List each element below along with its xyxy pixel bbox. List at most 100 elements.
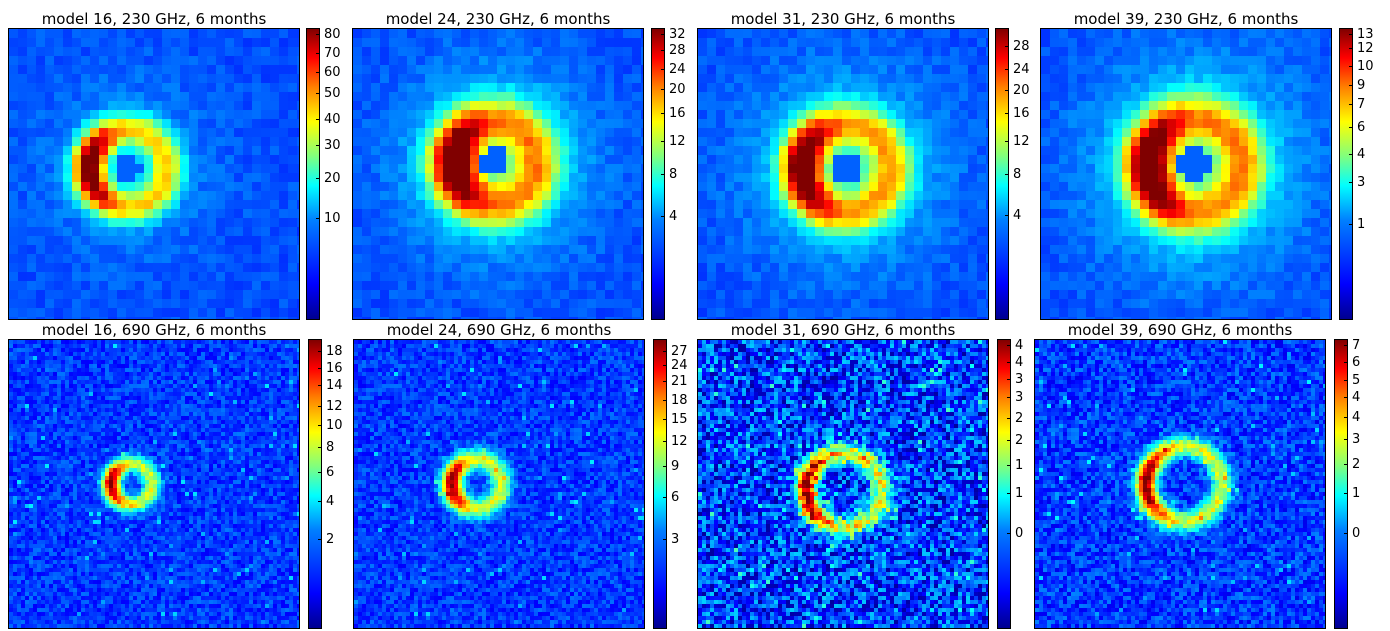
heatmap-cell <box>189 56 199 66</box>
heatmap-cell <box>896 281 906 291</box>
heatmap-cell <box>81 128 91 138</box>
heatmap-cell <box>45 348 50 353</box>
heatmap-cell <box>1050 227 1060 237</box>
heatmap-cell <box>234 128 244 138</box>
heatmap-cell <box>1122 92 1132 102</box>
heatmap-cell <box>623 281 633 291</box>
heatmap-cell <box>596 182 606 192</box>
heatmap-cell <box>1311 65 1321 75</box>
heatmap-cell <box>243 218 253 228</box>
heatmap-cell <box>770 173 780 183</box>
heatmap-cell <box>169 368 174 373</box>
heatmap-cell <box>797 200 807 210</box>
heatmap-cell <box>1059 281 1069 291</box>
heatmap-cell <box>623 164 633 174</box>
heatmap-cell <box>1041 209 1051 219</box>
heatmap-cell <box>551 308 561 318</box>
heatmap-cell <box>1149 245 1159 255</box>
heatmap-cell <box>1284 47 1294 57</box>
heatmap-cell <box>180 182 190 192</box>
heatmap-cell <box>135 218 145 228</box>
heatmap-cell <box>25 364 30 369</box>
heatmap-cell <box>81 272 91 282</box>
heatmap-cell <box>698 272 708 282</box>
heatmap-cell <box>63 263 73 273</box>
heatmap-cell <box>434 74 444 84</box>
heatmap-cell <box>281 368 286 373</box>
heatmap-cell <box>788 281 798 291</box>
heatmap-cell <box>452 182 462 192</box>
heatmap-cell <box>605 29 615 39</box>
heatmap-cell <box>234 281 244 291</box>
heatmap-cell <box>923 182 933 192</box>
heatmap-cell <box>707 236 717 246</box>
heatmap-cell <box>72 281 82 291</box>
heatmap-cell <box>560 254 570 264</box>
heatmap-cell <box>144 155 154 165</box>
heatmap-cell <box>878 182 888 192</box>
heatmap-cell <box>515 56 525 66</box>
heatmap-cell <box>69 352 74 357</box>
heatmap-cell <box>9 173 19 183</box>
heatmap-cell <box>497 164 507 174</box>
heatmap-cell <box>641 56 643 66</box>
heatmap-cell <box>269 348 274 353</box>
heatmap-cell <box>1320 254 1330 264</box>
heatmap-cell <box>234 209 244 219</box>
heatmap-cell <box>121 348 126 353</box>
heatmap-cell <box>569 173 579 183</box>
heatmap-cell <box>1194 65 1204 75</box>
heatmap-cell <box>524 83 534 93</box>
heatmap-cell <box>1203 308 1213 318</box>
heatmap-cell <box>443 74 453 84</box>
heatmap-cell <box>99 65 109 75</box>
heatmap-cell <box>380 218 390 228</box>
heatmap-cell <box>815 308 825 318</box>
heatmap-cell <box>914 56 924 66</box>
heatmap-cell <box>185 368 190 373</box>
heatmap-cell <box>1167 47 1177 57</box>
heatmap-cell <box>1077 317 1087 319</box>
heatmap-cell <box>18 191 28 201</box>
heatmap-cell <box>93 372 98 377</box>
heatmap-cell <box>144 128 154 138</box>
heatmap-cell <box>99 299 109 309</box>
heatmap-cell <box>614 200 624 210</box>
heatmap-cell <box>569 236 579 246</box>
heatmap-cell <box>180 254 190 264</box>
heatmap-cell <box>1041 290 1051 300</box>
heatmap-cell <box>878 92 888 102</box>
heatmap-cell <box>129 368 134 373</box>
heatmap-cell <box>252 173 262 183</box>
heatmap-cell <box>542 47 552 57</box>
heatmap-cell <box>63 119 73 129</box>
heatmap-cell <box>1302 110 1312 120</box>
heatmap-cell <box>578 83 588 93</box>
heatmap-cell <box>198 47 208 57</box>
heatmap-cell <box>896 182 906 192</box>
heatmap-cell <box>126 146 136 156</box>
heatmap-cell <box>506 74 516 84</box>
heatmap-cell <box>81 344 86 349</box>
heatmap-cell <box>578 317 588 319</box>
heatmap-cell <box>806 74 816 84</box>
heatmap-cell <box>959 137 969 147</box>
heatmap-cell <box>18 272 28 282</box>
heatmap-cell <box>569 83 579 93</box>
heatmap-cell <box>860 74 870 84</box>
heatmap-cell <box>905 317 915 319</box>
heatmap-cell <box>479 200 489 210</box>
heatmap-cell <box>73 348 78 353</box>
heatmap-cell <box>950 101 960 111</box>
heatmap-cell <box>261 65 271 75</box>
heatmap-cell <box>959 83 969 93</box>
heatmap-cell <box>18 101 28 111</box>
heatmap-cell <box>452 263 462 273</box>
heatmap-cell <box>180 245 190 255</box>
heatmap-cell <box>362 263 372 273</box>
heatmap-cell <box>1140 83 1150 93</box>
heatmap-cell <box>941 299 951 309</box>
heatmap-cell <box>743 38 753 48</box>
heatmap-cell <box>81 101 91 111</box>
heatmap-cell <box>185 364 190 369</box>
